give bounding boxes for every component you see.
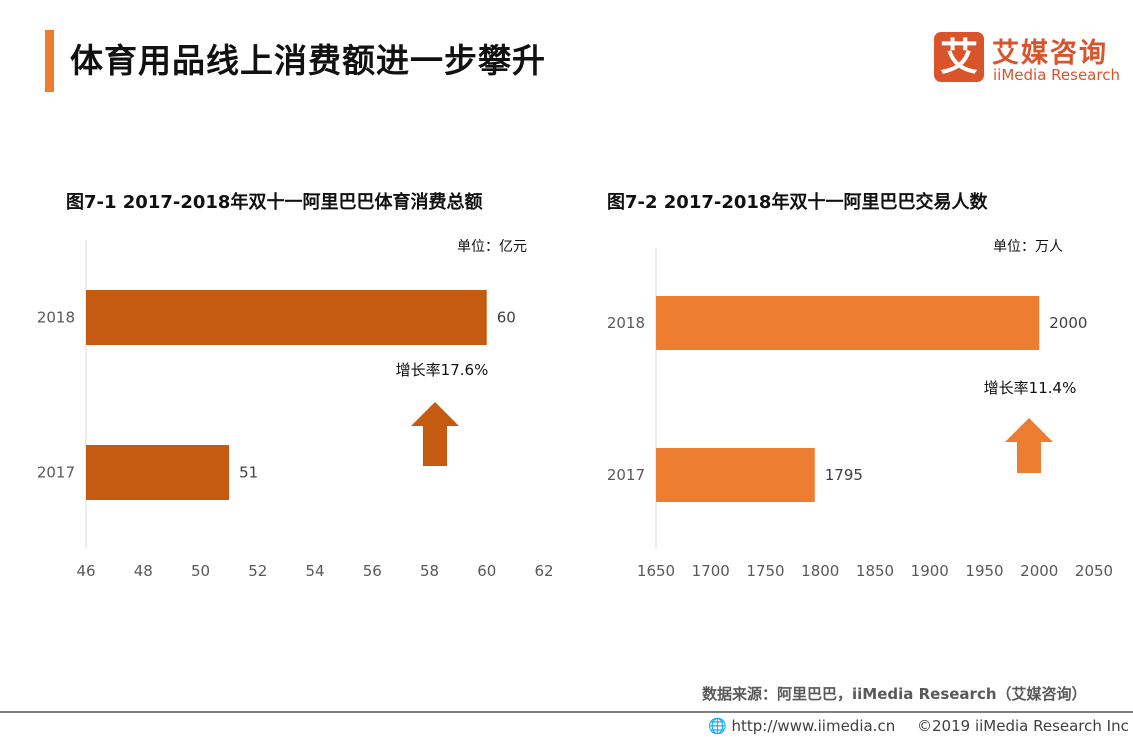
x-tick-label: 56 <box>363 562 382 580</box>
footer-url[interactable]: 🌐 http://www.iimedia.cn <box>708 717 895 735</box>
unit-label: 单位：万人 <box>993 239 1063 255</box>
x-tick-label: 58 <box>420 562 439 580</box>
x-tick-label: 1850 <box>856 562 894 580</box>
data-label: 60 <box>497 309 516 327</box>
logo-name-en: iiMedia Research <box>993 66 1120 84</box>
bar-2017 <box>86 445 230 500</box>
copyright: ©2019 iiMedia Research Inc <box>917 717 1129 735</box>
growth-rate-label: 增长率11.4% <box>984 379 1077 397</box>
up-arrow-icon <box>1005 418 1053 473</box>
y-tick-label: 2018 <box>37 309 75 327</box>
bar-2017 <box>656 448 815 502</box>
bar-2018 <box>86 290 487 345</box>
x-tick-label: 54 <box>305 562 324 580</box>
y-tick-label: 2017 <box>607 466 645 484</box>
footer-divider <box>0 711 1133 713</box>
globe-icon: 🌐 <box>708 717 727 735</box>
x-tick-label: 50 <box>191 562 210 580</box>
unit-label: 单位：亿元 <box>457 239 527 255</box>
x-tick-label: 1650 <box>637 562 675 580</box>
x-tick-label: 60 <box>477 562 496 580</box>
y-tick-label: 2017 <box>37 464 75 482</box>
x-tick-label: 1700 <box>692 562 730 580</box>
logo-name-cn: 艾媒咨询 <box>992 38 1108 69</box>
x-tick-label: 48 <box>134 562 153 580</box>
url-text: http://www.iimedia.cn <box>731 717 896 735</box>
chart-title: 图7-1 2017-2018年双十一阿里巴巴体育消费总额 <box>66 191 482 213</box>
data-source: 数据来源：阿里巴巴，iiMedia Research（艾媒咨询） <box>702 685 1087 703</box>
data-label: 1795 <box>825 466 863 484</box>
x-tick-label: 1800 <box>801 562 839 580</box>
x-tick-label: 1750 <box>746 562 784 580</box>
x-tick-label: 52 <box>248 562 267 580</box>
up-arrow-icon <box>411 402 459 466</box>
growth-rate-label: 增长率17.6% <box>396 361 489 379</box>
logo-mark: 艾 <box>934 32 984 82</box>
x-tick-label: 46 <box>76 562 95 580</box>
x-tick-label: 1900 <box>911 562 949 580</box>
x-tick-label: 1950 <box>965 562 1003 580</box>
x-tick-label: 62 <box>534 562 553 580</box>
page-title: 体育用品线上消费额进一步攀升 <box>70 41 546 80</box>
bar-2018 <box>656 296 1040 350</box>
chart-title: 图7-2 2017-2018年双十一阿里巴巴交易人数 <box>607 191 988 213</box>
data-label: 51 <box>239 464 258 482</box>
title-accent-bar <box>45 30 54 92</box>
data-label: 2000 <box>1049 314 1087 332</box>
y-tick-label: 2018 <box>607 314 645 332</box>
x-tick-label: 2050 <box>1075 562 1113 580</box>
x-tick-label: 2000 <box>1020 562 1058 580</box>
